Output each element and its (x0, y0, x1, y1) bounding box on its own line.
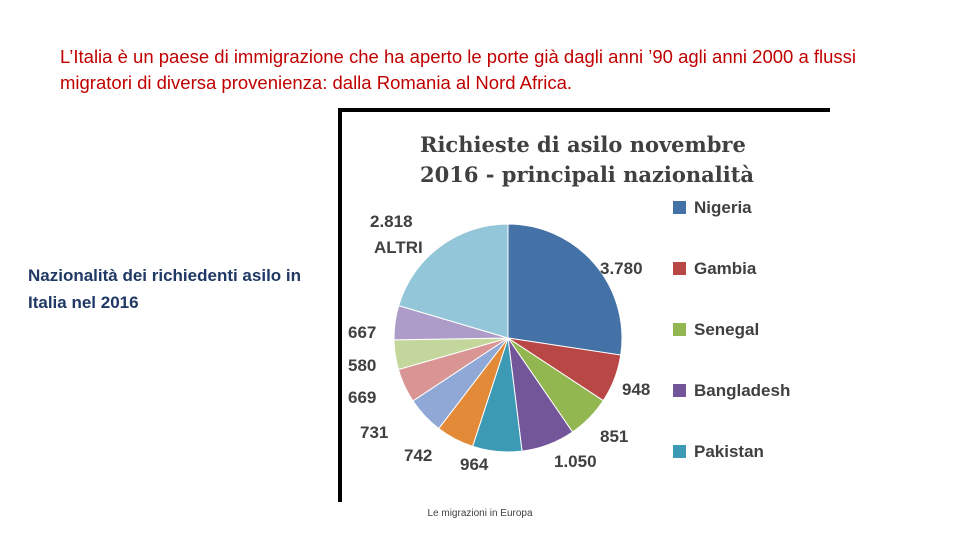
chart-title-line2: 2016 - principali nazionalità (420, 162, 754, 187)
footer-text: Le migrazioni in Europa (427, 508, 533, 519)
legend-label: Senegal (694, 320, 759, 339)
legend-swatch (673, 201, 686, 214)
intro-text: L’Italia è un paese di immigrazione che … (60, 46, 857, 93)
pie-value-label: 2.818 (370, 212, 413, 231)
pie-value-label: 964 (460, 455, 489, 474)
pie-value-label: 580 (348, 356, 376, 375)
chart-title-line1: Richieste di asilo novembre (420, 132, 746, 157)
pie-chart-image: Richieste di asilo novembre 2016 - princ… (338, 108, 830, 502)
pie-value-label: 731 (360, 423, 388, 442)
legend-label: Gambia (694, 259, 757, 278)
pie-value-label: 742 (404, 446, 432, 465)
legend-swatch (673, 323, 686, 336)
pie-value-label: 1.050 (554, 452, 597, 471)
pie-slice-altri (398, 223, 509, 339)
legend-swatch (673, 384, 686, 397)
legend-label: Pakistan (694, 442, 764, 461)
legend-label: Bangladesh (694, 381, 790, 400)
pie-value-label: 667 (348, 323, 376, 342)
legend-swatch (673, 445, 686, 458)
pie-slice-nigeria (507, 223, 623, 356)
legend-swatch (673, 262, 686, 275)
pie-slices (393, 223, 623, 453)
pie-value-label: 669 (348, 388, 376, 407)
pie-category-label: ALTRI (374, 238, 423, 257)
pie-value-label: 948 (622, 380, 650, 399)
pie-value-label: 3.780 (600, 259, 643, 278)
pie-value-label: 851 (600, 427, 628, 446)
legend-label: Nigeria (694, 198, 752, 217)
side-label: Nazionalità dei richiedenti asilo in Ita… (28, 266, 302, 312)
pie-chart: Richieste di asilo novembre 2016 - princ… (348, 132, 790, 474)
chart-legend: Nigeria Gambia Senegal Bangladesh Pakistan (673, 198, 790, 461)
